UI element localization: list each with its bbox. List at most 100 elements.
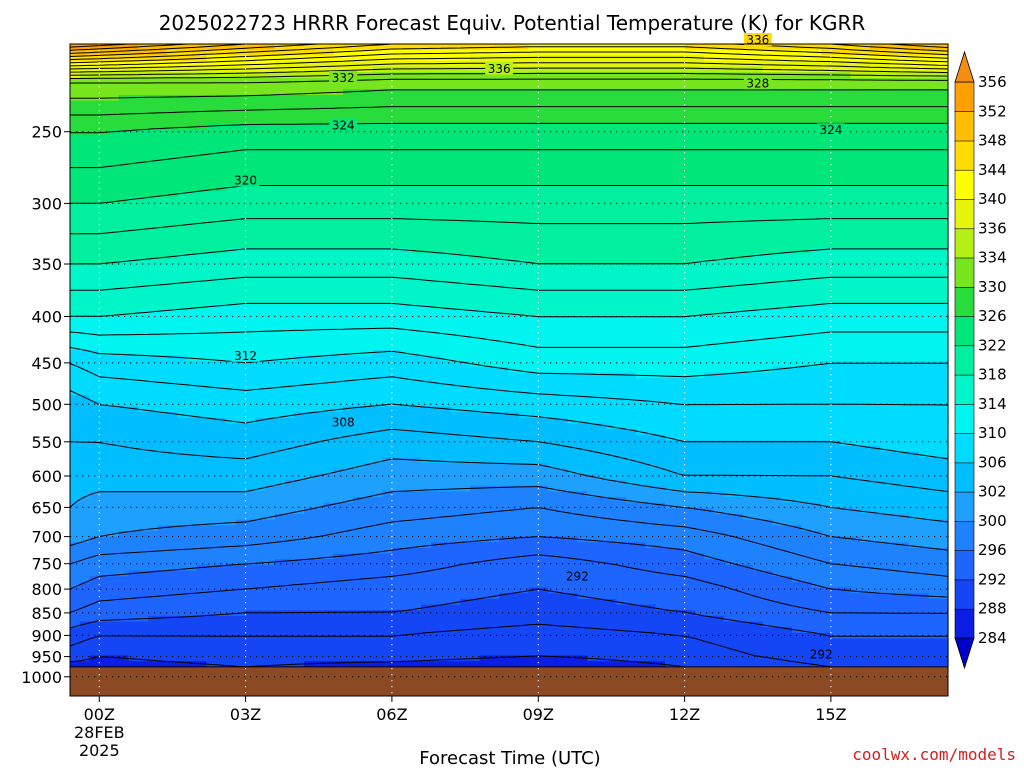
field-cell <box>791 236 803 243</box>
field-cell <box>460 242 471 249</box>
field-cell <box>177 242 188 249</box>
field-cell <box>343 264 354 272</box>
field-cell <box>460 344 471 351</box>
field-cell <box>99 66 110 73</box>
field-cell <box>743 162 754 170</box>
field-cell <box>362 304 374 311</box>
field-cell <box>791 185 803 192</box>
field-cell <box>157 196 169 204</box>
field-cell <box>616 168 627 175</box>
field-cell <box>118 213 130 221</box>
field-cell <box>752 349 764 357</box>
field-cell <box>70 276 81 283</box>
field-cell <box>723 213 734 221</box>
field-cell <box>830 185 842 192</box>
field-cell <box>713 304 725 311</box>
field-cell <box>391 134 403 141</box>
field-cell <box>450 196 461 204</box>
field-cell <box>99 77 110 85</box>
field-cell <box>772 276 783 283</box>
field-cell <box>772 179 783 187</box>
field-cell <box>626 338 637 345</box>
field-cell <box>187 338 198 345</box>
field-cell <box>528 89 539 96</box>
field-cell <box>694 140 705 147</box>
field-cell <box>372 140 383 147</box>
field-cell <box>713 298 725 306</box>
field-cell <box>235 44 247 51</box>
field-cell <box>811 298 822 306</box>
field-cell <box>743 304 754 311</box>
field-cell <box>265 117 276 124</box>
field-cell <box>655 293 666 300</box>
field-cell <box>382 157 393 164</box>
field-cell <box>499 270 510 277</box>
field-cell <box>538 94 549 102</box>
field-cell <box>235 213 247 221</box>
field-cell <box>743 49 754 56</box>
field-cell <box>626 230 637 238</box>
field-cell <box>723 145 734 153</box>
field-cell <box>284 60 295 68</box>
field-cell <box>157 327 169 334</box>
field-cell <box>606 89 617 96</box>
field-cell <box>704 247 715 255</box>
field-cell <box>694 344 705 351</box>
field-cell <box>391 236 403 243</box>
field-cell <box>196 145 208 153</box>
field-cell <box>479 281 491 289</box>
field-cell <box>548 213 559 221</box>
field-cell <box>889 162 900 170</box>
field-cell <box>206 185 217 192</box>
field-cell <box>743 44 754 51</box>
field-cell <box>411 253 422 260</box>
field-cell <box>352 134 364 141</box>
field-cell <box>401 117 413 124</box>
field-cell <box>860 208 871 215</box>
field-cell <box>587 55 598 62</box>
field-cell <box>440 151 452 158</box>
field-cell <box>752 332 764 340</box>
field-cell <box>391 338 403 345</box>
field-cell <box>509 332 520 340</box>
field-cell <box>713 230 725 238</box>
field-cell <box>850 60 861 68</box>
field-cell <box>616 298 627 306</box>
field-cell <box>450 219 461 226</box>
field-cell <box>811 281 822 289</box>
field-cell <box>177 344 188 351</box>
field-cell <box>440 270 452 277</box>
field-cell <box>401 242 413 249</box>
field-cell <box>109 225 120 232</box>
field-cell <box>343 338 354 345</box>
field-cell <box>343 145 354 153</box>
field-cell <box>187 128 198 136</box>
field-cell <box>440 89 452 96</box>
field-cell <box>889 191 900 198</box>
field-cell <box>869 179 881 187</box>
field-cell <box>469 66 481 73</box>
field-cell <box>421 236 432 243</box>
field-cell <box>772 230 783 238</box>
field-cell <box>343 327 354 334</box>
field-cell <box>830 293 842 300</box>
field-cell <box>684 281 695 289</box>
field-cell <box>801 134 813 141</box>
field-cell <box>782 242 793 249</box>
field-cell <box>206 72 217 79</box>
field-cell <box>528 145 539 153</box>
field-cell <box>635 111 647 119</box>
field-cell <box>869 259 881 266</box>
field-cell <box>723 49 734 56</box>
field-cell <box>743 117 754 124</box>
field-cell <box>821 253 832 260</box>
field-cell <box>430 264 442 272</box>
field-cell <box>928 106 939 113</box>
field-cell <box>918 49 930 56</box>
field-cell <box>587 349 598 357</box>
field-cell <box>382 111 393 119</box>
field-cell <box>489 196 500 204</box>
field-cell <box>713 338 725 345</box>
field-cell <box>772 264 783 272</box>
field-cell <box>274 117 286 124</box>
